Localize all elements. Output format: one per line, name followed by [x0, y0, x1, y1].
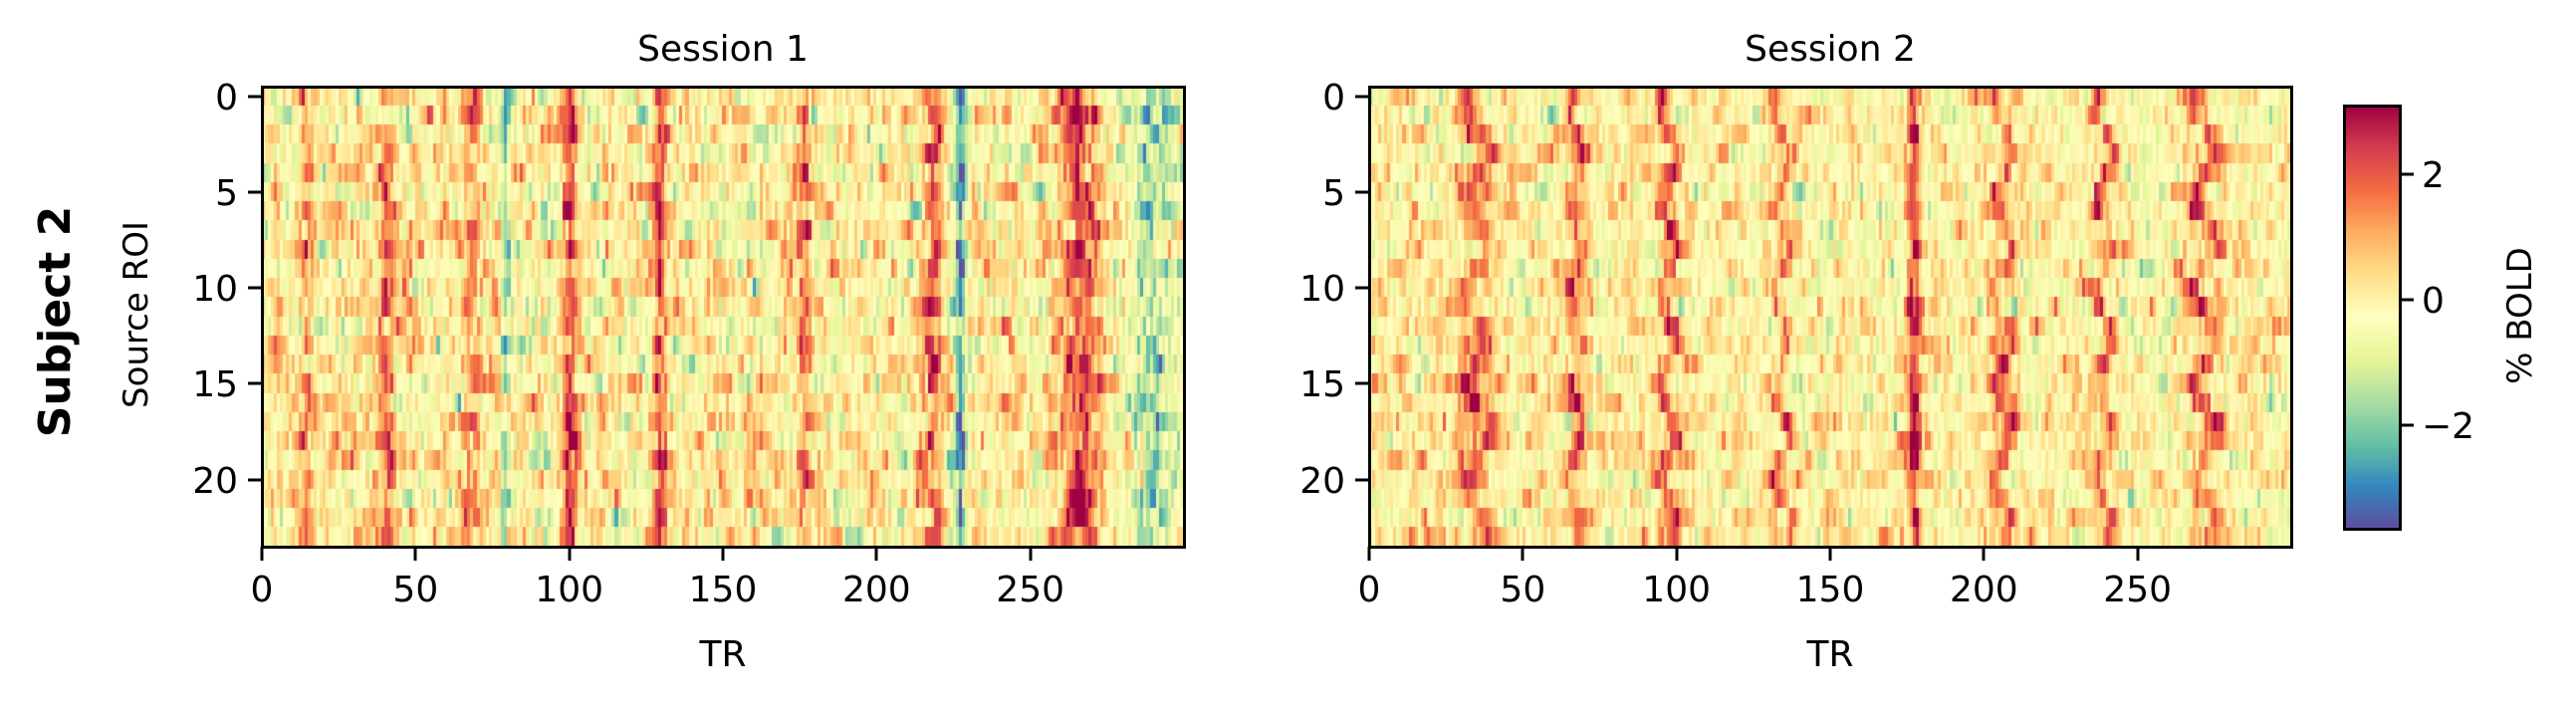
y-tick-label: 20: [1299, 460, 1345, 502]
x-tick-label: 200: [1949, 570, 2018, 610]
y-axis-label: Source ROI: [117, 221, 156, 408]
y-tick-label: 15: [1299, 364, 1345, 406]
colorbar-tick: [2400, 172, 2414, 176]
y-tick: [248, 286, 262, 290]
x-tick: [413, 547, 417, 561]
heatmap-canvas: [262, 87, 1184, 547]
y-tick: [248, 478, 262, 482]
y-tick: [1355, 190, 1369, 194]
heatmap-session-2: [1367, 85, 2293, 549]
x-tick: [721, 547, 725, 561]
y-tick-label: 0: [1322, 77, 1345, 118]
x-tick-label: 100: [1642, 570, 1712, 610]
y-tick-label: 10: [192, 269, 238, 311]
colorbar-tick: [2400, 298, 2414, 302]
x-tick-label: 100: [535, 570, 604, 610]
y-tick-label: 5: [1322, 172, 1345, 214]
y-tick: [1355, 478, 1369, 482]
x-tick-label: 250: [2103, 570, 2173, 610]
x-tick-label: 150: [688, 570, 758, 610]
x-tick: [874, 547, 878, 561]
panel-title-session-1: Session 1: [637, 29, 809, 70]
colorbar-tick: [2400, 423, 2414, 427]
x-tick-label: 150: [1795, 570, 1865, 610]
y-tick: [248, 190, 262, 194]
y-tick: [248, 95, 262, 99]
x-tick: [1982, 547, 1986, 561]
x-tick-label: 250: [996, 570, 1065, 610]
x-tick: [568, 547, 572, 561]
x-tick: [1828, 547, 1832, 561]
y-tick: [1355, 286, 1369, 290]
x-tick: [260, 547, 264, 561]
x-axis-label: TR: [699, 634, 747, 675]
y-tick-label: 20: [192, 460, 238, 502]
colorbar-tick-label: 0: [2422, 281, 2445, 323]
y-tick-label: 5: [215, 172, 238, 214]
y-tick: [248, 381, 262, 385]
x-tick-label: 200: [841, 570, 911, 610]
colorbar-label: % BOLD: [2500, 247, 2540, 384]
y-tick: [1355, 381, 1369, 385]
x-tick: [1029, 547, 1033, 561]
heatmap-canvas: [1369, 87, 2291, 547]
subject-row-label: Subject 2: [30, 205, 81, 438]
panel-title-session-2: Session 2: [1745, 29, 1916, 70]
x-tick-label: 0: [250, 570, 274, 610]
x-tick: [2136, 547, 2140, 561]
x-axis-label: TR: [1806, 634, 1854, 675]
colorbar-tick-label: 2: [2422, 155, 2445, 197]
colorbar: [2342, 104, 2402, 531]
x-tick-label: 50: [392, 570, 439, 610]
y-tick-label: 10: [1299, 269, 1345, 311]
y-tick: [1355, 95, 1369, 99]
colorbar-tick-label: −2: [2422, 406, 2475, 448]
y-tick-label: 0: [215, 77, 238, 118]
x-tick-label: 0: [1357, 570, 1381, 610]
heatmap-session-1: [260, 85, 1186, 549]
y-tick-label: 15: [192, 364, 238, 406]
x-tick: [1675, 547, 1679, 561]
x-tick: [1521, 547, 1524, 561]
x-tick-label: 50: [1500, 570, 1546, 610]
colorbar-gradient: [2344, 106, 2400, 529]
x-tick: [1367, 547, 1371, 561]
